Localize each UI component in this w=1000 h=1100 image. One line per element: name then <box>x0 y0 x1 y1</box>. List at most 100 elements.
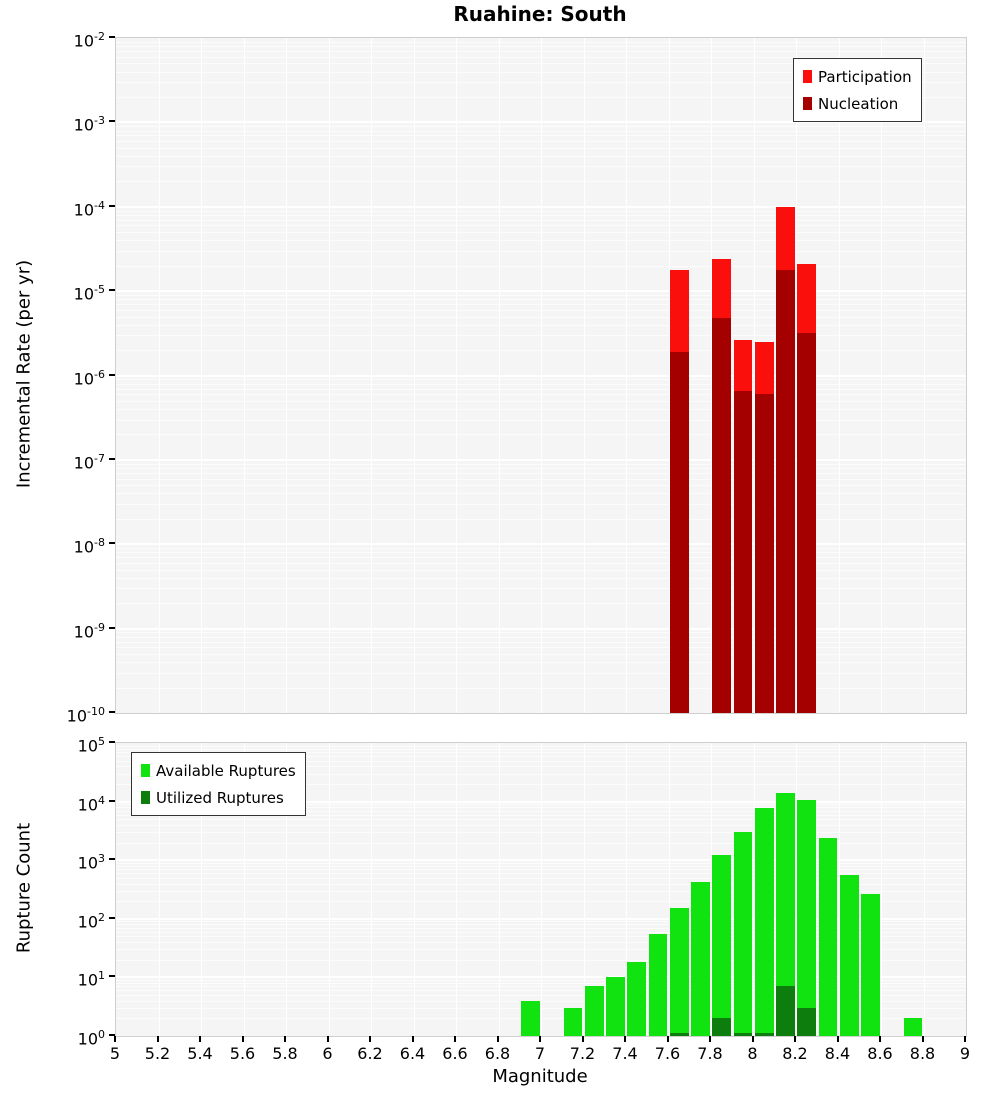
legend-item-nucleation: Nucleation <box>803 90 912 117</box>
minor-gridline <box>116 577 966 579</box>
vertical-gridline <box>541 743 542 1036</box>
bar-available-ruptures <box>648 934 668 1036</box>
minor-gridline <box>116 434 966 436</box>
minor-gridline <box>116 265 966 267</box>
y-tick-label: 10-6 <box>73 367 105 388</box>
y-tick <box>109 975 115 978</box>
bar-utilized-ruptures <box>733 1033 753 1036</box>
chart-title: Ruahine: South <box>453 2 627 26</box>
minor-gridline <box>116 949 966 951</box>
bar-available-ruptures <box>839 875 859 1036</box>
bar-available-ruptures <box>903 1018 923 1036</box>
x-tick <box>921 1036 924 1042</box>
minor-gridline <box>116 814 966 816</box>
minor-gridline <box>116 1008 966 1010</box>
vertical-gridline <box>498 743 500 1036</box>
y-tick-label: 101 <box>77 969 105 990</box>
x-tick-label: 6.2 <box>357 1044 383 1063</box>
y-tick <box>109 741 115 743</box>
minor-gridline <box>116 214 966 216</box>
x-tick <box>836 1036 839 1042</box>
minor-gridline <box>116 240 966 242</box>
minor-gridline <box>116 557 966 559</box>
x-tick-label: 7.2 <box>569 1044 596 1063</box>
vertical-gridline <box>371 743 372 1036</box>
x-tick-label: 7.6 <box>654 1044 681 1063</box>
minor-gridline <box>116 304 966 306</box>
vertical-gridline <box>796 743 797 1036</box>
x-tick <box>114 1036 116 1042</box>
minor-gridline <box>116 569 966 571</box>
vertical-gridline <box>158 743 160 1036</box>
x-tick-label: 8 <box>747 1044 758 1063</box>
minor-gridline <box>116 503 966 505</box>
bar-available-ruptures <box>776 793 795 1036</box>
minor-gridline <box>116 181 966 183</box>
x-tick-label: 6.6 <box>442 1044 468 1063</box>
minor-gridline <box>116 959 966 961</box>
legend-item-available-ruptures: Available Ruptures <box>141 757 296 784</box>
x-tick <box>666 1036 669 1042</box>
minor-gridline <box>116 756 966 757</box>
x-tick <box>581 1036 584 1042</box>
minor-gridline <box>116 394 966 396</box>
vertical-gridline <box>838 743 840 1036</box>
bar-nucleation <box>754 394 774 713</box>
x-tick-label: 7.4 <box>612 1044 638 1063</box>
x-tick-label: 8.8 <box>909 1044 936 1063</box>
legend-item-utilized-ruptures: Utilized Ruptures <box>141 784 296 811</box>
y-tick <box>109 373 115 376</box>
bar-nucleation <box>776 269 795 713</box>
major-gridline <box>116 627 966 630</box>
x-tick-label: 6.8 <box>484 1044 511 1063</box>
bar-available-ruptures <box>797 800 816 1036</box>
bar-available-ruptures <box>818 837 838 1036</box>
minor-gridline <box>116 865 966 867</box>
y-tick-label: 105 <box>77 735 105 756</box>
x-tick-label: 8.2 <box>782 1044 808 1063</box>
y-tick-label: 100 <box>77 1028 105 1049</box>
vertical-gridline <box>286 743 287 1036</box>
minor-gridline <box>116 654 966 656</box>
vertical-gridline <box>328 743 330 1036</box>
y-tick <box>109 626 115 629</box>
top-legend: Participation Nucleation <box>793 58 922 122</box>
minor-gridline <box>116 862 966 864</box>
x-tick <box>624 1036 626 1042</box>
vertical-gridline <box>881 743 882 1036</box>
y-tick-label: 10-9 <box>73 620 105 641</box>
y-tick-label: 103 <box>77 852 105 873</box>
vertical-gridline <box>626 743 627 1036</box>
minor-gridline <box>116 869 966 871</box>
major-gridline <box>116 976 966 979</box>
bar-available-ruptures <box>669 908 689 1036</box>
minor-gridline <box>116 71 966 73</box>
minor-gridline <box>116 225 966 227</box>
minor-gridline <box>116 632 966 634</box>
bar-utilized-ruptures <box>669 1033 689 1036</box>
bar-available-ruptures <box>627 962 646 1036</box>
minor-gridline <box>116 877 966 879</box>
minor-gridline <box>116 760 966 762</box>
minor-gridline <box>116 219 966 221</box>
x-tick <box>751 1036 754 1042</box>
minor-gridline <box>116 901 966 903</box>
major-gridline <box>116 290 966 293</box>
minor-gridline <box>116 921 966 923</box>
bar-available-ruptures <box>563 1008 583 1036</box>
minor-gridline <box>116 942 966 944</box>
major-gridline <box>116 458 966 461</box>
x-axis-label: Magnitude <box>492 1066 588 1087</box>
utilized-ruptures-swatch <box>141 791 150 804</box>
minor-gridline <box>116 662 966 664</box>
minor-gridline <box>116 672 966 674</box>
minor-gridline <box>116 990 966 992</box>
minor-gridline <box>116 783 966 785</box>
bar-available-ruptures <box>606 977 625 1036</box>
participation-swatch <box>803 70 812 83</box>
minor-gridline <box>116 890 966 892</box>
vertical-gridline <box>711 743 712 1036</box>
vertical-gridline <box>753 743 755 1036</box>
y-tick <box>109 204 115 207</box>
minor-gridline <box>116 819 966 821</box>
